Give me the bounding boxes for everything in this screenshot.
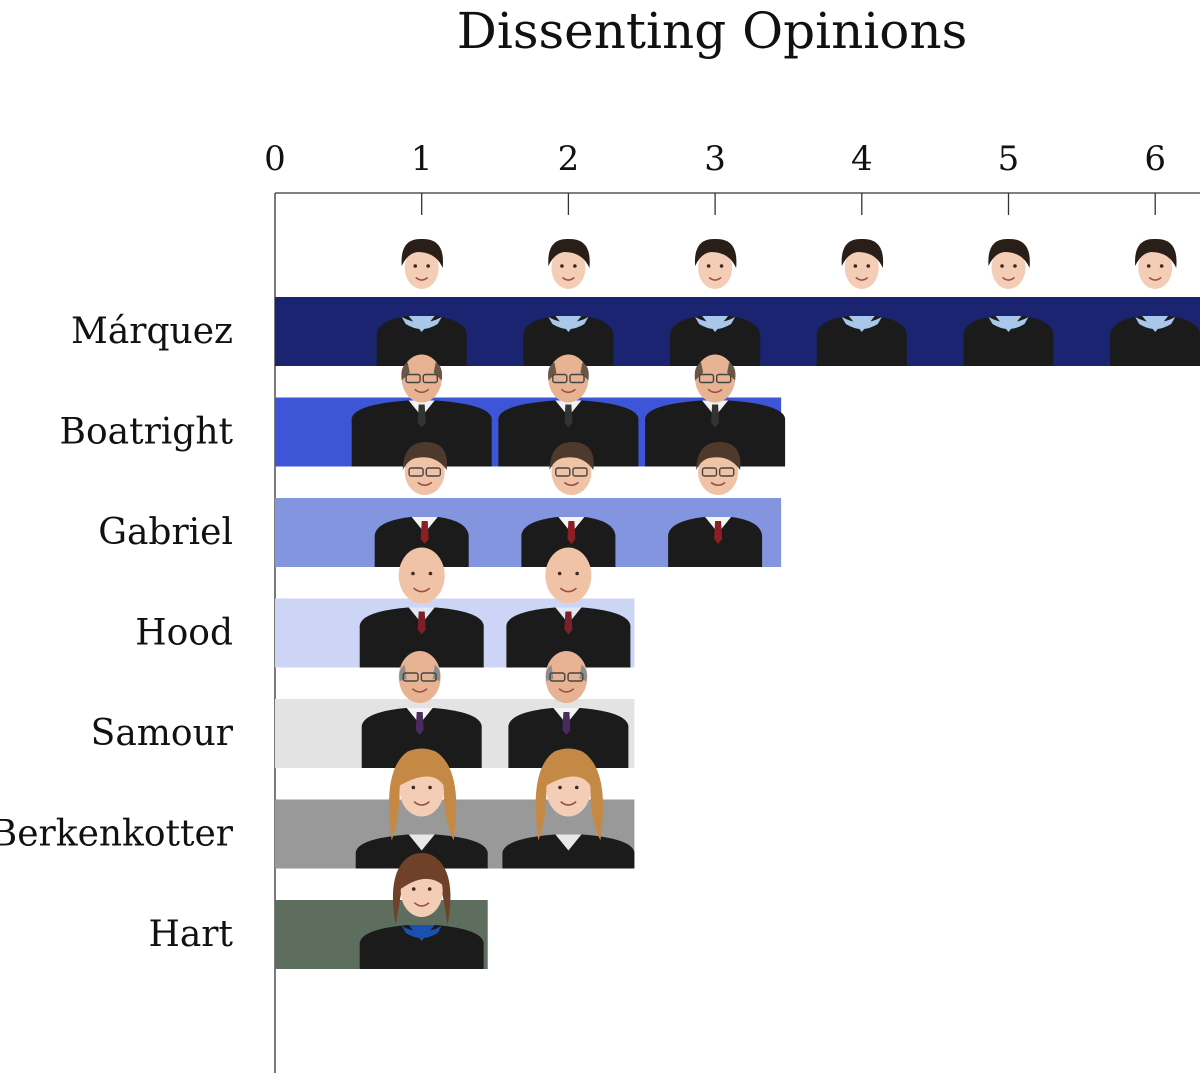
category-label: Boatright <box>60 412 234 453</box>
judge-marquez-icon <box>523 238 614 366</box>
x-tick-label: 0 <box>264 139 286 179</box>
judge-icons <box>351 238 1200 969</box>
judge-samour-icon <box>361 651 482 768</box>
x-tick-label: 4 <box>851 139 873 179</box>
category-label: Berkenkotter <box>0 814 234 855</box>
category-label: Gabriel <box>98 512 233 553</box>
judge-marquez-icon <box>1110 238 1200 366</box>
category-label: Hood <box>135 613 233 654</box>
judge-samour-icon <box>508 651 629 768</box>
judge-marquez-icon <box>963 238 1054 366</box>
judge-gabriel-icon <box>668 442 763 567</box>
x-tick-label: 2 <box>558 139 580 179</box>
judge-boatright-icon <box>498 354 639 467</box>
x-tick-label: 6 <box>1144 139 1166 179</box>
judge-marquez-icon <box>376 238 467 366</box>
judge-marquez-icon <box>816 238 907 366</box>
judge-marquez-icon <box>670 238 761 366</box>
chart-title: Dissenting Opinions <box>457 2 968 60</box>
x-tick-label: 5 <box>998 139 1020 179</box>
judge-berkenkotter-icon <box>355 748 488 869</box>
x-axis: 0 1 2 3 4 5 6 <box>264 139 1200 1073</box>
judge-gabriel-icon <box>374 442 469 567</box>
judge-gabriel-icon <box>521 442 616 567</box>
category-label: Márquez <box>71 311 233 352</box>
judge-hood-icon <box>359 547 484 668</box>
judge-boatright-icon <box>645 354 786 467</box>
x-tick-label: 3 <box>704 139 726 179</box>
judge-hart-icon <box>359 853 484 969</box>
judge-hood-icon <box>506 547 631 668</box>
category-labels: Márquez Boatright Gabriel Hood Samour Berkenk… <box>0 311 234 955</box>
judge-boatright-icon <box>351 354 492 467</box>
x-tick-label: 1 <box>411 139 433 179</box>
category-label: Samour <box>91 713 234 754</box>
category-label: Hart <box>148 914 233 955</box>
judge-berkenkotter-icon <box>502 748 635 869</box>
